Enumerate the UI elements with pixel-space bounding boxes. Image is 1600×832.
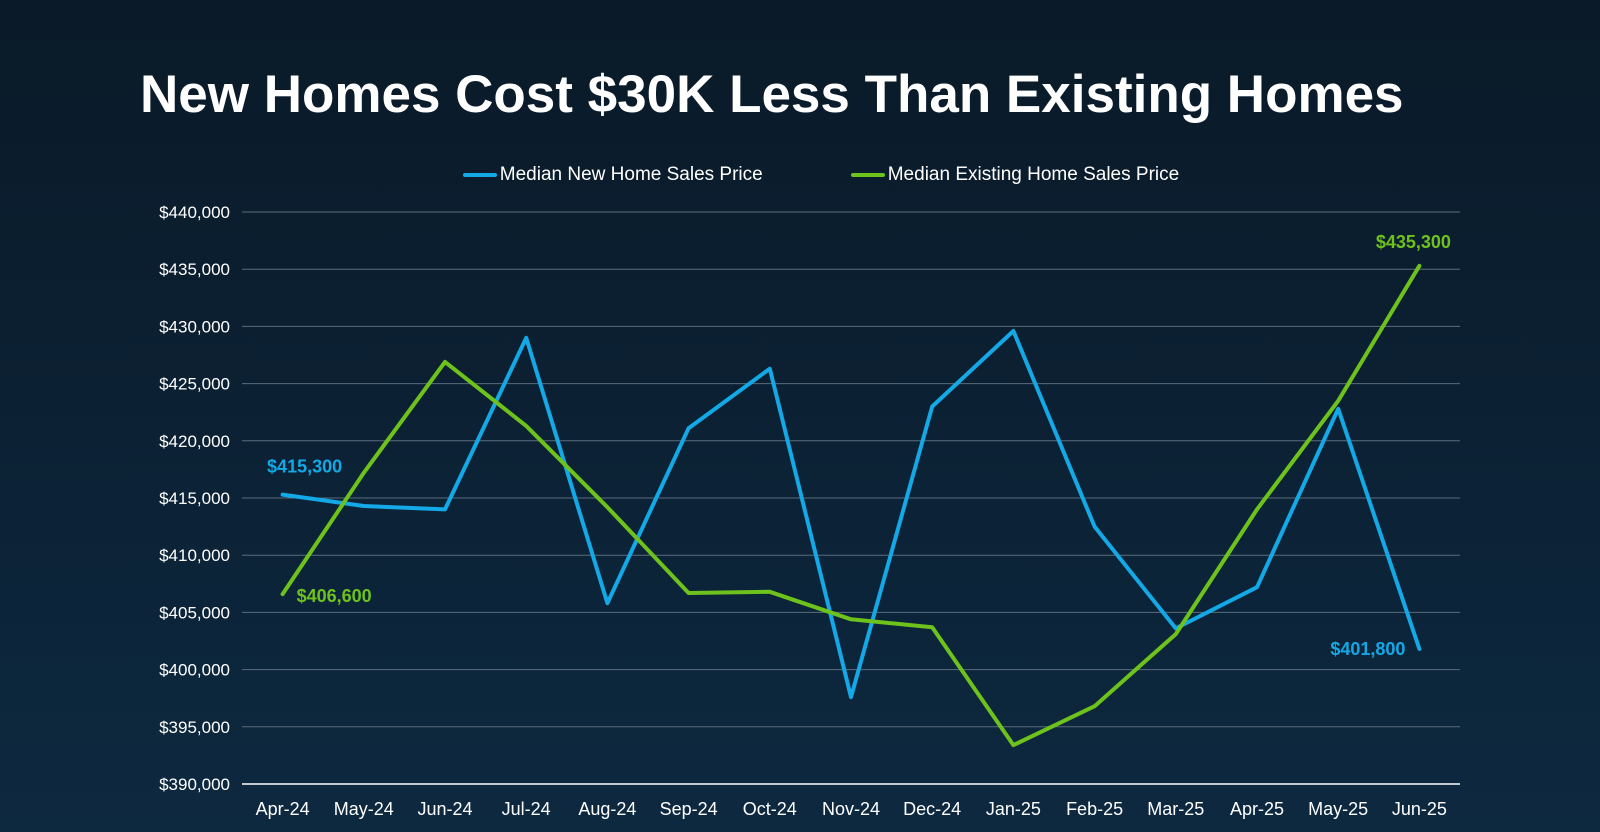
x-tick-label: Aug-24 <box>578 799 636 819</box>
y-tick-label: $415,000 <box>159 489 230 508</box>
x-tick-label: Oct-24 <box>743 799 797 819</box>
x-tick-label: Apr-25 <box>1230 799 1284 819</box>
x-tick-label: Apr-24 <box>256 799 310 819</box>
y-tick-label: $420,000 <box>159 432 230 451</box>
data-label: $401,800 <box>1330 639 1405 659</box>
y-tick-label: $410,000 <box>159 546 230 565</box>
x-tick-label: Sep-24 <box>660 799 718 819</box>
x-tick-label: Jul-24 <box>502 799 551 819</box>
x-tick-label: Jun-25 <box>1392 799 1447 819</box>
legend-item-existing-home: Median Existing Home Sales Price <box>809 164 1179 186</box>
legend-item-new-home: Median New Home Sales Price <box>421 164 763 186</box>
series-line-new-home <box>280 329 1422 700</box>
data-label: $415,300 <box>267 457 342 477</box>
y-tick-label: $440,000 <box>159 203 230 222</box>
x-tick-label: Feb-25 <box>1066 799 1123 819</box>
legend-label-new-home: Median New Home Sales Price <box>499 164 763 185</box>
x-tick-label: Dec-24 <box>903 799 961 819</box>
y-tick-label: $400,000 <box>159 661 230 680</box>
x-tick-label: Mar-25 <box>1147 799 1204 819</box>
series-line-existing-home <box>280 263 1422 748</box>
x-tick-label: May-24 <box>334 799 394 819</box>
x-tick-label: Jun-24 <box>417 799 472 819</box>
x-tick-label: Jan-25 <box>986 799 1041 819</box>
y-tick-label: $425,000 <box>159 375 230 394</box>
legend: Median New Home Sales Price Median Exist… <box>0 164 1600 186</box>
y-tick-label: $435,000 <box>159 260 230 279</box>
chart-title: New Homes Cost $30K Less Than Existing H… <box>140 65 1404 124</box>
legend-label-existing-home: Median Existing Home Sales Price <box>887 164 1180 185</box>
y-tick-label: $395,000 <box>159 718 230 737</box>
legend-swatch-existing-home <box>850 173 885 177</box>
x-tick-label: May-25 <box>1308 799 1368 819</box>
x-tick-label: Nov-24 <box>822 799 880 819</box>
y-tick-label: $390,000 <box>159 775 230 794</box>
y-tick-label: $405,000 <box>159 603 230 622</box>
y-tick-label: $430,000 <box>159 317 230 336</box>
legend-swatch-new-home <box>462 173 497 177</box>
data-label: $435,300 <box>1376 232 1451 252</box>
data-label: $406,600 <box>297 586 372 606</box>
